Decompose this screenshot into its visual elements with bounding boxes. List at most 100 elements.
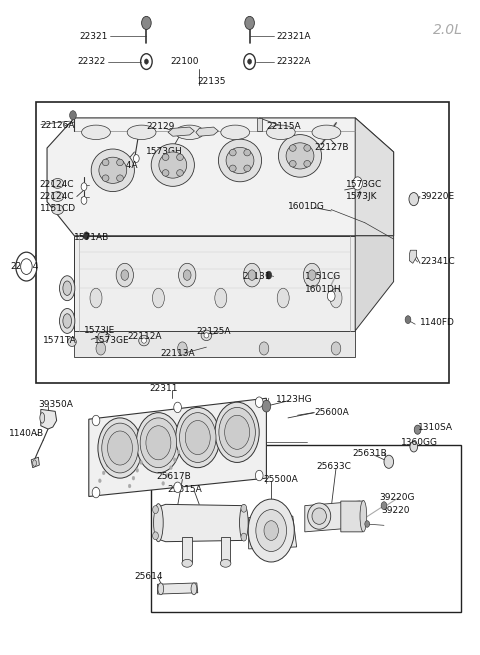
Text: 39350A: 39350A xyxy=(38,400,73,409)
Circle shape xyxy=(153,506,158,514)
Circle shape xyxy=(146,426,171,460)
Ellipse shape xyxy=(289,160,296,167)
Text: 22127B: 22127B xyxy=(314,143,349,152)
Text: 22321A: 22321A xyxy=(276,31,311,41)
Ellipse shape xyxy=(68,337,76,346)
Ellipse shape xyxy=(158,583,164,595)
Text: 1573JE: 1573JE xyxy=(84,326,115,335)
Ellipse shape xyxy=(63,281,72,295)
Circle shape xyxy=(353,177,362,190)
Ellipse shape xyxy=(51,192,63,202)
Circle shape xyxy=(169,466,172,470)
Circle shape xyxy=(98,418,142,478)
Circle shape xyxy=(259,342,269,355)
Circle shape xyxy=(245,16,254,29)
Text: 1140FD: 1140FD xyxy=(420,318,455,327)
Circle shape xyxy=(96,342,106,355)
Circle shape xyxy=(16,252,37,281)
Polygon shape xyxy=(89,398,266,496)
Circle shape xyxy=(241,533,247,541)
Circle shape xyxy=(181,442,184,446)
Ellipse shape xyxy=(229,165,236,172)
Ellipse shape xyxy=(278,134,322,178)
Text: 22124C: 22124C xyxy=(40,180,74,189)
Ellipse shape xyxy=(175,125,204,140)
Circle shape xyxy=(110,455,113,459)
Text: 22135: 22135 xyxy=(197,77,226,86)
Text: 1123HG: 1123HG xyxy=(276,395,312,404)
Polygon shape xyxy=(74,236,355,331)
Polygon shape xyxy=(221,537,230,562)
Polygon shape xyxy=(305,501,361,532)
Circle shape xyxy=(92,415,100,426)
Text: 1573GC: 1573GC xyxy=(346,180,382,189)
Ellipse shape xyxy=(162,170,169,176)
Ellipse shape xyxy=(127,125,156,140)
Circle shape xyxy=(179,263,196,287)
Circle shape xyxy=(264,521,278,540)
Text: 22144: 22144 xyxy=(11,262,39,271)
Ellipse shape xyxy=(229,149,236,156)
Polygon shape xyxy=(41,409,57,429)
Text: 1140AB: 1140AB xyxy=(9,429,44,438)
Text: 22124C: 22124C xyxy=(40,192,74,201)
Ellipse shape xyxy=(289,145,296,151)
Circle shape xyxy=(266,271,272,279)
Circle shape xyxy=(173,458,176,462)
Circle shape xyxy=(219,407,255,457)
Text: 1601DH: 1601DH xyxy=(305,285,341,294)
Circle shape xyxy=(256,510,287,552)
Circle shape xyxy=(189,426,192,430)
Circle shape xyxy=(141,54,152,69)
Ellipse shape xyxy=(90,288,102,308)
Ellipse shape xyxy=(330,288,342,308)
Text: 1573GH: 1573GH xyxy=(146,147,183,157)
Ellipse shape xyxy=(360,500,367,532)
Circle shape xyxy=(70,111,76,120)
Text: 25633C: 25633C xyxy=(317,462,352,471)
Ellipse shape xyxy=(117,175,123,181)
Ellipse shape xyxy=(33,460,36,466)
Ellipse shape xyxy=(304,160,311,167)
Circle shape xyxy=(248,499,294,562)
Polygon shape xyxy=(156,504,245,542)
Ellipse shape xyxy=(244,149,251,156)
Circle shape xyxy=(121,432,124,436)
Circle shape xyxy=(128,484,131,488)
Text: 22322: 22322 xyxy=(77,57,106,66)
Circle shape xyxy=(155,429,158,433)
Text: 22125A: 22125A xyxy=(197,327,231,336)
Ellipse shape xyxy=(312,508,326,524)
Polygon shape xyxy=(47,118,394,236)
Circle shape xyxy=(365,521,370,527)
Ellipse shape xyxy=(159,152,187,178)
Text: 25617B: 25617B xyxy=(156,472,191,481)
Circle shape xyxy=(140,418,177,468)
Circle shape xyxy=(241,504,247,512)
Text: 1573GE: 1573GE xyxy=(94,336,130,345)
Text: 25631B: 25631B xyxy=(353,449,387,458)
Circle shape xyxy=(409,193,419,206)
Circle shape xyxy=(133,155,139,162)
Ellipse shape xyxy=(153,288,164,308)
Ellipse shape xyxy=(286,143,314,169)
Ellipse shape xyxy=(304,145,311,151)
Text: 1571TA: 1571TA xyxy=(43,336,77,345)
Polygon shape xyxy=(409,250,417,263)
Circle shape xyxy=(183,270,191,280)
Text: 22126A: 22126A xyxy=(41,121,75,130)
Ellipse shape xyxy=(40,413,45,423)
Ellipse shape xyxy=(240,504,248,541)
Text: 1601DG: 1601DG xyxy=(288,202,325,211)
Circle shape xyxy=(327,291,335,301)
Circle shape xyxy=(248,270,256,280)
Circle shape xyxy=(95,487,97,491)
Ellipse shape xyxy=(60,309,75,333)
Circle shape xyxy=(142,16,151,29)
Ellipse shape xyxy=(182,559,192,567)
Circle shape xyxy=(136,468,139,472)
Circle shape xyxy=(255,470,263,481)
Ellipse shape xyxy=(277,288,289,308)
Ellipse shape xyxy=(220,559,231,567)
Text: 22311: 22311 xyxy=(150,384,178,393)
